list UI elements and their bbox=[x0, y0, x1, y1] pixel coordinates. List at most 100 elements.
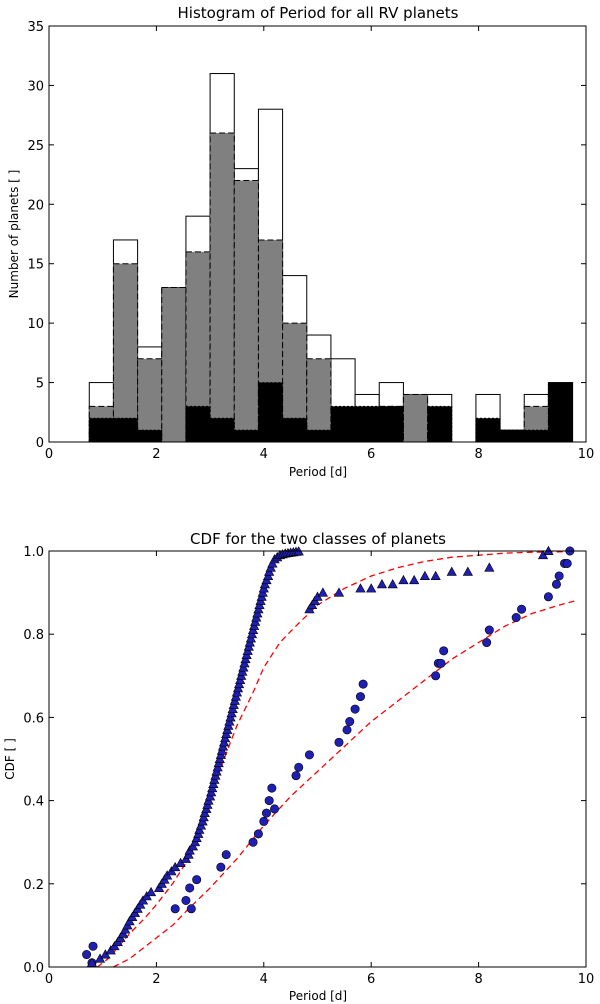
histogram-bar bbox=[378, 405, 404, 443]
cdf-x-tick-label: 8 bbox=[474, 972, 482, 987]
histogram-y-tick-label: 30 bbox=[27, 79, 44, 94]
cdf-y-tick-label: 0.6 bbox=[23, 711, 44, 726]
cdf-point-triangle bbox=[387, 579, 398, 589]
cdf-point-circle bbox=[358, 679, 368, 689]
cdf-x-tick-label: 2 bbox=[152, 972, 160, 987]
histogram-y-tick-label: 15 bbox=[27, 258, 44, 273]
cdf-point-circle bbox=[345, 717, 355, 727]
histogram-bar bbox=[523, 429, 549, 443]
cdf-point-triangle bbox=[355, 583, 366, 593]
cdf-y-label: CDF [ ] bbox=[3, 738, 17, 780]
cdf-point-circle bbox=[264, 796, 274, 806]
cdf-plot-frame bbox=[48, 550, 587, 968]
cdf-point-circle bbox=[355, 692, 365, 702]
cdf-point-circle bbox=[294, 762, 304, 772]
cdf-fit-line bbox=[113, 600, 576, 968]
histogram-bar bbox=[306, 358, 332, 443]
histogram-bar bbox=[137, 358, 163, 443]
cdf-y-tick-label: 0.2 bbox=[23, 878, 44, 893]
cdf-point-circle bbox=[181, 895, 191, 905]
cdf-point-circle bbox=[216, 862, 226, 872]
cdf-title: CDF for the two classes of planets bbox=[190, 530, 446, 548]
cdf-point-circle bbox=[551, 579, 561, 589]
histogram-title: Histogram of Period for all RV planets bbox=[178, 4, 459, 22]
cdf-point-circle bbox=[511, 613, 521, 623]
histogram-bar bbox=[233, 180, 259, 443]
cdf-y-tick-label: 0.4 bbox=[23, 795, 44, 810]
cdf-point-circle bbox=[484, 625, 494, 635]
cdf-point-triangle bbox=[446, 566, 457, 576]
histogram-bar bbox=[137, 429, 163, 443]
cdf-point-circle bbox=[267, 783, 277, 793]
histogram-x-tick-label: 8 bbox=[474, 447, 482, 462]
cdf-x-ticks: 0 2 4 6 8 10 bbox=[45, 551, 594, 987]
histogram-bar bbox=[354, 405, 380, 443]
cdf-point-triangle bbox=[317, 587, 328, 597]
cdf-x-tick-label: 10 bbox=[578, 972, 595, 987]
cdf-y-tick-label: 1.0 bbox=[23, 545, 44, 560]
cdf-point-triangle bbox=[462, 566, 473, 576]
cdf-fit-lines bbox=[96, 550, 576, 968]
histogram-bar bbox=[330, 405, 356, 443]
histogram-x-tick-label: 4 bbox=[260, 447, 268, 462]
cdf-point-triangle bbox=[333, 587, 345, 597]
cdf-point-circle bbox=[82, 950, 92, 960]
histogram-y-tick-label: 25 bbox=[27, 139, 44, 154]
histogram-bar bbox=[475, 417, 501, 443]
cdf-point-circle bbox=[431, 671, 441, 681]
cdf-point-triangle bbox=[409, 574, 420, 585]
cdf-point-circle bbox=[436, 658, 446, 668]
cdf-point-circle bbox=[439, 646, 449, 656]
histogram-bar bbox=[112, 417, 139, 443]
histogram-bar bbox=[427, 405, 453, 443]
histogram-x-tick-label: 6 bbox=[367, 447, 375, 462]
histogram-bar bbox=[257, 382, 284, 443]
cdf-point-circle bbox=[88, 941, 98, 951]
cdf-point-circle bbox=[259, 816, 269, 826]
cdf-point-triangle bbox=[430, 570, 441, 580]
cdf-point-circle bbox=[221, 850, 231, 860]
histogram-bar bbox=[547, 382, 574, 443]
histogram-bar bbox=[499, 429, 525, 443]
histogram-y-tick-label: 10 bbox=[27, 317, 44, 332]
cdf-point-circle bbox=[350, 704, 360, 714]
cdf-point-triangle bbox=[484, 562, 495, 572]
cdf-series-triangles bbox=[86, 545, 554, 967]
cdf-point-circle bbox=[291, 771, 301, 781]
histogram-bar bbox=[161, 286, 187, 443]
histogram-series-class2 bbox=[88, 382, 574, 443]
cdf-point-circle bbox=[270, 804, 280, 814]
cdf-point-circle bbox=[248, 837, 258, 847]
cdf-point-circle bbox=[482, 638, 492, 648]
cdf-point-circle bbox=[186, 904, 196, 914]
cdf-x-label: Period [d] bbox=[289, 989, 347, 1003]
cdf-point-triangle bbox=[145, 886, 157, 897]
cdf-point-triangle bbox=[398, 574, 409, 585]
cdf-fit-line bbox=[96, 550, 576, 968]
histogram-x-tick-label: 2 bbox=[152, 447, 160, 462]
cdf-y-tick-label: 0.8 bbox=[23, 628, 44, 643]
histogram-bar bbox=[402, 393, 429, 443]
cdf-point-circle bbox=[543, 592, 553, 602]
cdf-point-triangle bbox=[366, 583, 377, 593]
cdf-point-circle bbox=[334, 737, 344, 747]
cdf-point-circle bbox=[261, 808, 271, 818]
histogram-y-tick-label: 35 bbox=[27, 20, 44, 35]
cdf-series-circles bbox=[82, 546, 575, 968]
cdf-y-ticks: 0.0 0.2 0.4 0.6 0.8 1.0 bbox=[23, 545, 586, 976]
histogram-x-ticks: 0 2 4 6 8 10 bbox=[45, 26, 594, 462]
histogram-y-tick-label: 0 bbox=[36, 436, 44, 451]
cdf-point-circle bbox=[192, 875, 202, 885]
histogram-bar bbox=[209, 132, 235, 443]
histogram-y-tick-label: 20 bbox=[27, 198, 44, 213]
cdf-x-tick-label: 4 bbox=[260, 972, 268, 987]
cdf-y-tick-label: 0.0 bbox=[23, 961, 44, 976]
histogram-chart: Histogram of Period for all RV planets 0… bbox=[7, 4, 594, 479]
histogram-y-ticks: 0 5 10 15 20 25 30 35 bbox=[27, 20, 586, 451]
histogram-bar bbox=[112, 263, 139, 443]
cdf-point-triangle bbox=[419, 570, 431, 580]
histogram-x-tick-label: 10 bbox=[578, 447, 595, 462]
cdf-point-circle bbox=[554, 571, 564, 581]
histogram-bar bbox=[282, 417, 308, 443]
histogram-plot-frame bbox=[48, 25, 587, 443]
